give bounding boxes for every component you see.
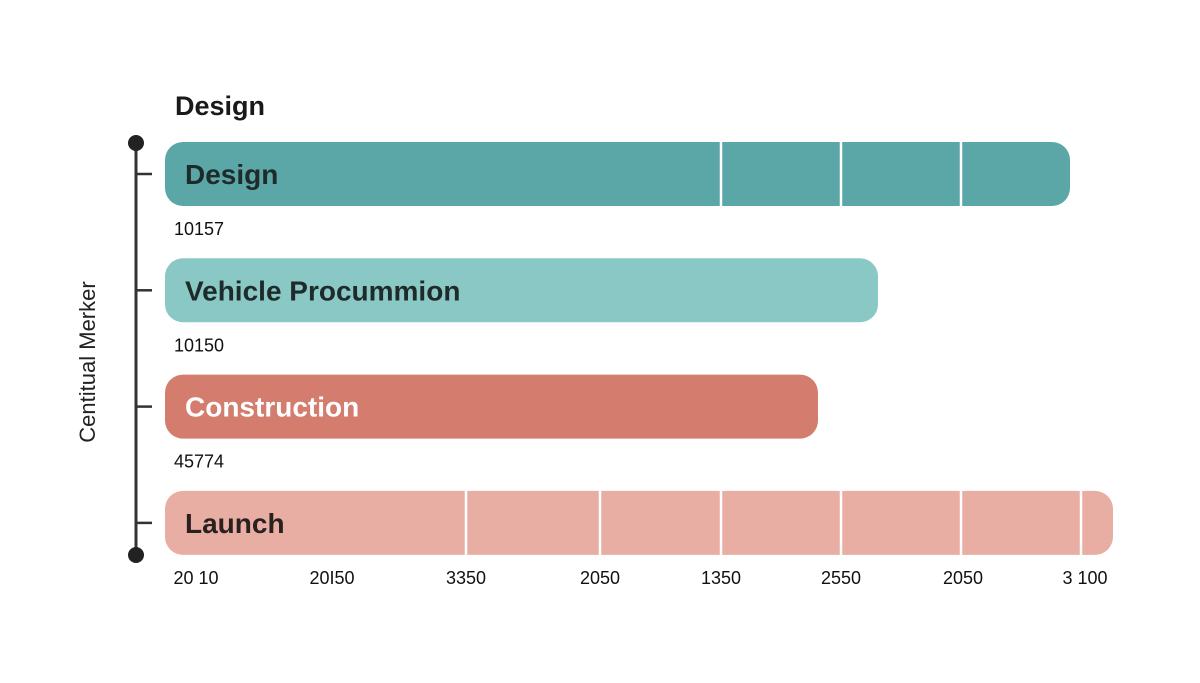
bar-label-3: Construction <box>185 392 359 423</box>
x-tick-label-1: 20 10 <box>173 568 218 588</box>
bars-layer: Design 10157 Vehicle Procummion 10150 Constr… <box>165 142 1113 555</box>
y-axis-top-cap <box>128 135 144 151</box>
bar-3 <box>165 374 818 439</box>
bar-group-3: Construction 45774 <box>165 374 818 472</box>
bar-label-4: Launch <box>185 508 285 539</box>
y-axis-label: Centitual Merker <box>75 281 100 442</box>
bar-label-1: Design <box>185 159 278 190</box>
bar-value-label-3: 45774 <box>174 452 224 472</box>
bar-group-2: Vehicle Procummion 10150 <box>165 258 878 355</box>
bar-value-label-1: 10157 <box>174 219 224 239</box>
x-tick-label-6: 2550 <box>821 568 861 588</box>
x-tick-label-2: 20I50 <box>309 568 354 588</box>
bar-2 <box>165 258 878 323</box>
bar-4 <box>165 490 1113 555</box>
x-tick-label-5: 1350 <box>701 568 741 588</box>
bar-label-2: Vehicle Procummion <box>185 275 460 306</box>
x-tick-label-8: 3 100 <box>1062 568 1107 588</box>
x-tick-label-3: 3350 <box>446 568 486 588</box>
chart-title: Design <box>175 91 265 121</box>
x-tick-label-4: 2050 <box>580 568 620 588</box>
x-ticks-layer: 20 10 20I50 3350 2050 1350 2550 2050 3 100 <box>136 172 1108 588</box>
bar-group-1: Design 10157 <box>165 142 1070 239</box>
bar-value-label-2: 10150 <box>174 335 224 355</box>
y-axis-bottom-cap <box>128 547 144 563</box>
bar-1 <box>165 142 1070 206</box>
x-tick-label-7: 2050 <box>943 568 983 588</box>
bar-group-4: Launch <box>165 490 1113 555</box>
